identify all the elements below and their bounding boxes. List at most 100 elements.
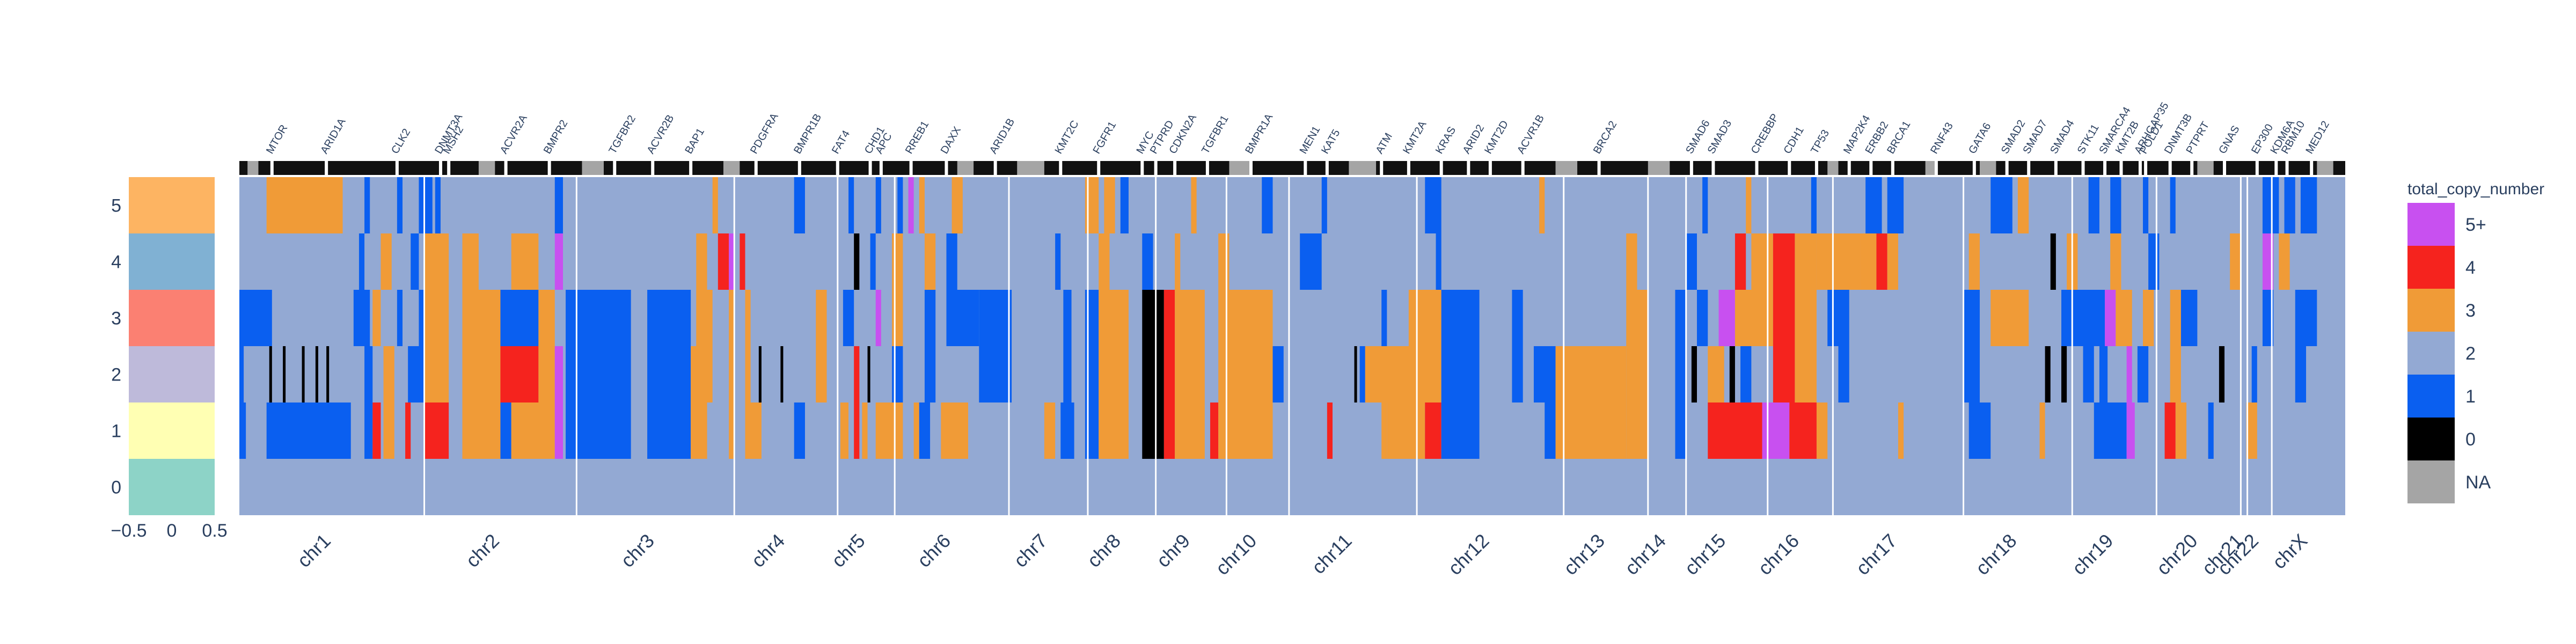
gene-track-marker bbox=[1755, 161, 1759, 175]
chromosome-label: chr10 bbox=[1211, 530, 1261, 580]
heatmap-cell bbox=[875, 402, 903, 459]
heatmap-cell bbox=[419, 177, 433, 233]
chromosome-label: chr18 bbox=[1971, 530, 2021, 580]
gene-label: MTOR bbox=[264, 123, 290, 156]
gene-track-marker bbox=[651, 161, 655, 175]
heatmap-cell bbox=[1175, 346, 1205, 402]
heatmap-cell bbox=[1441, 290, 1480, 346]
legend-label: 4 bbox=[2465, 258, 2476, 278]
heatmap-cell bbox=[941, 402, 968, 459]
heatmap-cell bbox=[1408, 290, 1441, 346]
gene-track-marker bbox=[993, 161, 997, 175]
chromosome-label: chr1 bbox=[292, 530, 335, 572]
heatmap-cell bbox=[1729, 346, 1735, 402]
heatmap-cell bbox=[566, 346, 631, 402]
gene-track-marker bbox=[1869, 161, 1873, 175]
row-label: 1 bbox=[111, 421, 121, 442]
heatmap-cell bbox=[2230, 233, 2241, 290]
heatmap-cell bbox=[1099, 346, 1129, 402]
heatmap-cell bbox=[696, 290, 713, 346]
heatmap-cell bbox=[1099, 402, 1129, 459]
heatmap-cell bbox=[2143, 177, 2149, 233]
heatmap-cell bbox=[1735, 233, 1746, 290]
chromosome-label: chr15 bbox=[1680, 530, 1730, 580]
chromosome-label: chrX bbox=[2268, 530, 2311, 573]
gene-label: TGFBR1 bbox=[1199, 113, 1231, 156]
heatmap-cell bbox=[1218, 402, 1273, 459]
heatmap-cell bbox=[691, 346, 713, 402]
heatmap-cell bbox=[1811, 177, 1817, 233]
heatmap-cell bbox=[1626, 290, 1648, 346]
heatmap-cell bbox=[1175, 290, 1205, 346]
heatmap-cell bbox=[1990, 290, 2029, 346]
heatmap-cell bbox=[1425, 177, 1441, 233]
heatmap-cell bbox=[729, 346, 735, 402]
heatmap-cell bbox=[1990, 177, 2012, 233]
heatmap-cell bbox=[358, 233, 365, 290]
heatmap-cell bbox=[2094, 402, 2127, 459]
gene-track-na-block bbox=[957, 161, 974, 175]
row-label: 2 bbox=[111, 365, 121, 385]
heatmap-cell bbox=[2262, 290, 2274, 346]
heatmap-cell bbox=[1104, 177, 1115, 233]
gene-label: ACVR1B bbox=[1515, 113, 1547, 156]
heatmap-cell bbox=[1327, 402, 1333, 459]
heatmap-cell bbox=[1060, 402, 1074, 459]
legend-label: 2 bbox=[2465, 343, 2476, 364]
legend-swatch bbox=[2407, 375, 2455, 418]
heatmap-cell bbox=[424, 402, 449, 459]
gene-track-na-block bbox=[1229, 161, 1251, 175]
heatmap-cell bbox=[2039, 402, 2045, 459]
gene-track-marker bbox=[868, 161, 872, 175]
gene-track-marker bbox=[1521, 161, 1525, 175]
heatmap-cell bbox=[397, 177, 403, 233]
gene-track-na-block bbox=[1979, 161, 1996, 175]
heatmap-cell bbox=[462, 402, 501, 459]
heatmap-cell bbox=[840, 402, 849, 459]
gene-label: CDH1 bbox=[1782, 125, 1806, 156]
chromosome-label: chr17 bbox=[1851, 530, 1901, 580]
chromosome-label: chr11 bbox=[1307, 530, 1356, 579]
heatmap-cell bbox=[875, 290, 881, 346]
gene-track-na-block bbox=[1017, 161, 1044, 175]
heatmap-cell bbox=[1436, 233, 1441, 290]
gene-track-marker bbox=[1304, 161, 1307, 175]
heatmap-cell bbox=[315, 346, 318, 402]
heatmap-cell bbox=[554, 346, 563, 402]
gene-track-marker bbox=[909, 161, 913, 175]
heatmap-cell bbox=[1142, 290, 1164, 346]
gene-track bbox=[239, 161, 2345, 175]
heatmap-cell bbox=[908, 177, 914, 233]
legend-swatch bbox=[2407, 203, 2455, 246]
heatmap-cell bbox=[266, 402, 351, 459]
gene-label: ACVR2B bbox=[645, 113, 676, 156]
gene-track-marker bbox=[2255, 161, 2259, 175]
legend-label: 1 bbox=[2465, 386, 2476, 407]
heatmap-cell bbox=[1686, 233, 1697, 290]
gene-track-marker bbox=[438, 161, 442, 175]
gene-track-na-block bbox=[582, 161, 604, 175]
heatmap-cell bbox=[1626, 233, 1637, 290]
heatmap-cell bbox=[1441, 402, 1480, 459]
heatmap-cell bbox=[745, 346, 751, 402]
heatmap-cell bbox=[1898, 402, 1904, 459]
left-strip-cell-3 bbox=[129, 290, 215, 346]
heatmap-cell bbox=[892, 233, 903, 290]
heatmap-cell bbox=[2061, 346, 2067, 402]
gene-track-marker bbox=[2103, 161, 2107, 175]
gene-label: GNAS bbox=[2216, 123, 2242, 156]
heatmap-cell bbox=[1512, 290, 1523, 346]
gene-track-marker bbox=[2138, 161, 2142, 175]
gene-track-marker bbox=[547, 161, 551, 175]
heatmap-cell bbox=[500, 346, 539, 402]
heatmap-cell bbox=[2126, 346, 2132, 402]
heatmap-cell bbox=[843, 290, 854, 346]
heatmap-cell bbox=[1887, 233, 1898, 290]
heatmap-cell bbox=[1354, 346, 1357, 402]
heatmap-cell bbox=[1063, 346, 1072, 402]
heatmap-cell bbox=[924, 233, 936, 290]
heatmap-cell bbox=[2279, 233, 2290, 290]
heatmap-cell bbox=[2246, 402, 2257, 459]
heatmap-cell bbox=[854, 402, 860, 459]
gene-track-na-block bbox=[478, 161, 495, 175]
